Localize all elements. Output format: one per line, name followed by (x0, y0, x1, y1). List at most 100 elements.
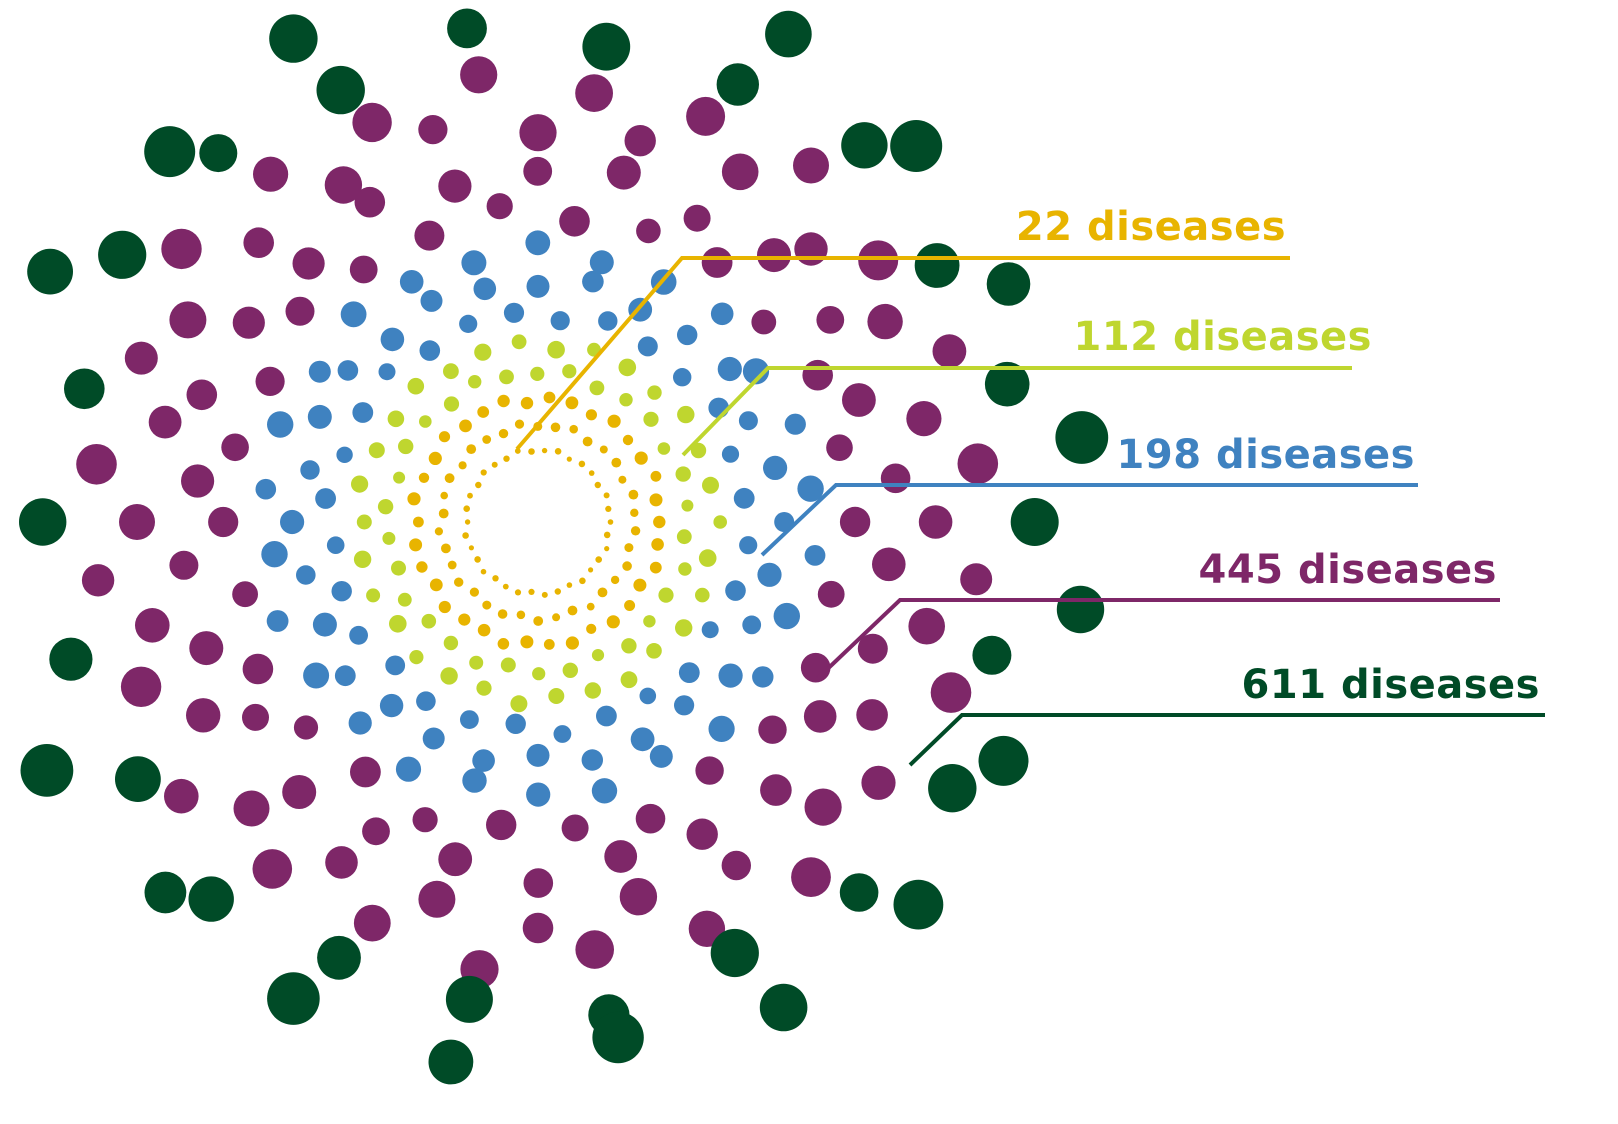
dot-g198-226 (395, 756, 422, 782)
dot-g611-380 (986, 262, 1031, 306)
dot-g198-166 (639, 687, 657, 705)
dot-g22-77 (520, 635, 534, 649)
dot-g198-238 (589, 250, 614, 275)
dot-g445-267 (751, 309, 777, 335)
dot-g22-43 (516, 610, 526, 620)
dot-g611-362 (716, 63, 759, 106)
dot-g112-112 (443, 635, 459, 651)
dot-g198-192 (742, 615, 762, 635)
dot-g22-22 (491, 461, 498, 468)
dot-g445-269 (826, 434, 853, 462)
dot-g22-19 (467, 492, 473, 499)
dot-g22-37 (610, 575, 620, 585)
dot-g445-309 (148, 405, 182, 439)
dot-g445-254 (293, 715, 319, 740)
dot-g611-353 (114, 756, 161, 802)
dot-g198-235 (399, 270, 424, 294)
dot-g112-109 (532, 667, 546, 681)
dot-g22-44 (497, 609, 508, 619)
dot-g112-110 (500, 657, 516, 673)
dot-g445-276 (523, 868, 554, 898)
dot-g445-317 (794, 232, 828, 266)
dot-g445-312 (324, 166, 363, 204)
dot-g112-108 (562, 662, 578, 678)
dot-g445-286 (292, 247, 325, 280)
dot-g198-212 (582, 270, 604, 293)
dot-g198-199 (422, 727, 445, 750)
dot-g445-257 (208, 506, 239, 538)
dot-g22-50 (434, 527, 443, 536)
dot-g112-128 (643, 411, 659, 427)
dot-g198-218 (804, 545, 826, 566)
dot-g198-209 (420, 289, 443, 312)
dot-g198-210 (473, 277, 497, 301)
dot-g198-220 (752, 666, 774, 688)
dot-g445-304 (325, 846, 358, 879)
dot-g445-278 (362, 817, 390, 846)
dot-g112-124 (530, 366, 545, 381)
dot-g611-376 (144, 126, 196, 178)
dot-g611-360 (447, 8, 487, 49)
dot-g22-10 (514, 589, 522, 596)
dot-g445-284 (186, 379, 218, 411)
dot-g112-106 (621, 638, 637, 654)
dot-g445-274 (686, 818, 718, 850)
dot-g198-231 (255, 478, 277, 500)
dot-g445-256 (232, 581, 258, 608)
label-198-diseases: 198 diseases (1117, 432, 1415, 478)
dot-g611-367 (978, 735, 1029, 786)
dot-g22-52 (440, 491, 449, 500)
dot-g611-374 (20, 744, 74, 797)
dot-g198-236 (461, 250, 487, 276)
dot-g445-340 (793, 147, 829, 184)
dot-g22-23 (503, 455, 510, 462)
dot-g112-159 (677, 405, 695, 424)
dot-g22-60 (550, 422, 561, 433)
dot-g112-144 (389, 615, 407, 633)
dot-g112-149 (368, 442, 385, 459)
dot-g112-153 (474, 343, 492, 361)
dot-g445-290 (606, 155, 641, 190)
dot-g198-194 (674, 695, 695, 716)
dot-g445-247 (758, 715, 787, 744)
dot-g198-180 (419, 340, 441, 361)
dot-g611-352 (188, 876, 234, 922)
label-445-diseases: 445 diseases (1199, 547, 1497, 593)
dot-g22-1 (603, 531, 611, 539)
dot-g22-4 (588, 567, 594, 573)
dot-g198-198 (472, 749, 495, 772)
dot-g445-280 (242, 703, 269, 731)
dot-g22-99 (634, 451, 648, 465)
dot-g445-249 (635, 803, 666, 834)
dot-g611-357 (98, 230, 147, 279)
dot-g445-285 (232, 306, 265, 339)
dot-g611-365 (984, 361, 1030, 407)
dot-g22-83 (416, 561, 428, 573)
dot-g22-36 (622, 561, 632, 571)
dot-g445-313 (418, 115, 448, 145)
dot-g445-258 (221, 433, 249, 462)
dot-g445-293 (816, 306, 845, 334)
dot-g112-130 (675, 466, 691, 482)
dot-g22-74 (586, 623, 597, 635)
dot-g611-354 (49, 637, 93, 681)
dot-g22-67 (630, 508, 639, 517)
dot-g112-129 (657, 442, 671, 455)
dot-g198-207 (337, 360, 359, 381)
dot-g22-5 (579, 577, 586, 585)
dot-g22-14 (474, 556, 481, 563)
dot-g22-90 (459, 419, 472, 433)
dot-g445-320 (960, 563, 993, 596)
dot-g112-123 (499, 369, 514, 385)
dot-g611-359 (316, 65, 365, 115)
dot-g22-61 (569, 424, 578, 434)
dot-g198-204 (280, 509, 305, 535)
dot-g198-208 (380, 327, 405, 352)
dot-g445-298 (856, 699, 888, 731)
dot-g198-240 (710, 302, 734, 326)
dot-g22-46 (469, 587, 479, 597)
dot-g22-30 (588, 470, 595, 476)
dot-g198-173 (349, 625, 368, 645)
dot-g198-177 (336, 446, 353, 463)
dot-g445-250 (561, 814, 589, 842)
